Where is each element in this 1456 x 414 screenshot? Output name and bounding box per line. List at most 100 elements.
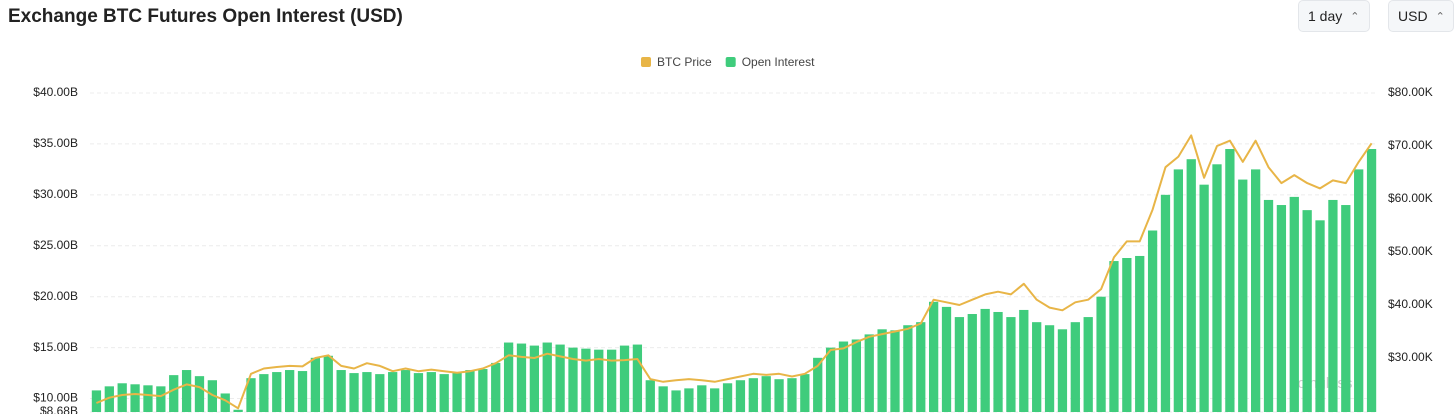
bar bbox=[684, 388, 694, 412]
bar bbox=[1328, 199, 1338, 412]
bar bbox=[993, 311, 1003, 412]
y-tick-label: $40.00B bbox=[33, 85, 78, 99]
y2-tick-label: $40.00K bbox=[1388, 297, 1433, 311]
bar bbox=[735, 380, 746, 412]
bar bbox=[323, 355, 333, 412]
y2-tick-label: $70.00K bbox=[1388, 138, 1433, 152]
bar bbox=[1019, 309, 1029, 412]
bar bbox=[929, 301, 939, 412]
bar bbox=[1263, 199, 1274, 412]
bar bbox=[748, 378, 758, 412]
bar bbox=[310, 357, 321, 412]
bar bbox=[143, 385, 153, 412]
bar bbox=[285, 370, 295, 412]
bar bbox=[91, 390, 102, 412]
bar bbox=[555, 344, 565, 412]
bar bbox=[903, 325, 913, 412]
bar bbox=[813, 357, 823, 412]
bar bbox=[375, 374, 385, 412]
bar bbox=[503, 342, 514, 412]
bar bbox=[181, 370, 192, 412]
bar bbox=[838, 341, 849, 412]
bar bbox=[581, 348, 591, 412]
bar bbox=[980, 308, 990, 412]
bar bbox=[259, 374, 269, 412]
bar bbox=[194, 376, 205, 412]
bar bbox=[426, 372, 436, 412]
bar bbox=[1199, 184, 1209, 412]
bar bbox=[607, 349, 617, 412]
bar bbox=[1354, 169, 1364, 412]
bar bbox=[1044, 325, 1055, 412]
bar bbox=[104, 386, 114, 412]
bar bbox=[1212, 164, 1222, 412]
bar bbox=[941, 306, 952, 412]
bar bbox=[825, 347, 836, 412]
bar bbox=[1160, 194, 1171, 412]
bar bbox=[671, 390, 681, 412]
bar bbox=[774, 379, 784, 412]
y-tick-label: $25.00B bbox=[33, 238, 78, 252]
bar bbox=[1070, 322, 1080, 412]
currency-label: USD bbox=[1398, 8, 1428, 24]
bar bbox=[516, 343, 527, 412]
bar bbox=[619, 345, 630, 412]
bar bbox=[207, 380, 217, 412]
bar bbox=[1186, 159, 1196, 412]
bar bbox=[1096, 296, 1106, 412]
interval-select[interactable]: 1 day ⌃ bbox=[1298, 0, 1370, 32]
bar bbox=[645, 380, 655, 412]
bar bbox=[388, 372, 398, 412]
bar bbox=[710, 388, 720, 412]
price-line bbox=[96, 134, 1373, 410]
legend-swatch bbox=[641, 57, 651, 67]
y2-tick-label: $50.00K bbox=[1388, 244, 1433, 258]
y2-tick-label: $60.00K bbox=[1388, 191, 1433, 205]
legend-label: Open Interest bbox=[742, 55, 815, 69]
y2-tick-label: $30.00K bbox=[1388, 350, 1433, 364]
bar bbox=[452, 372, 462, 412]
bar bbox=[246, 378, 256, 412]
bar bbox=[272, 372, 282, 412]
bar bbox=[1251, 169, 1261, 412]
bar bbox=[787, 378, 797, 412]
bar bbox=[1341, 205, 1351, 412]
bar bbox=[220, 393, 230, 412]
bar bbox=[491, 362, 501, 412]
bar bbox=[1225, 149, 1235, 412]
y-tick-label: $10.00B bbox=[33, 391, 78, 405]
currency-select[interactable]: USD ⌃ bbox=[1388, 0, 1454, 32]
bar bbox=[890, 330, 900, 412]
bar bbox=[967, 314, 977, 412]
bar bbox=[169, 375, 179, 412]
bar bbox=[761, 376, 771, 412]
bar bbox=[542, 342, 552, 412]
bar bbox=[362, 372, 372, 412]
bar bbox=[413, 373, 424, 412]
bar bbox=[1302, 210, 1312, 412]
bar bbox=[722, 383, 733, 412]
bar bbox=[877, 329, 887, 412]
legend-label: BTC Price bbox=[657, 55, 712, 69]
grid bbox=[90, 92, 1378, 413]
bar bbox=[233, 409, 243, 412]
bar bbox=[568, 347, 578, 412]
bar bbox=[336, 370, 346, 412]
bar bbox=[465, 370, 475, 412]
bar bbox=[954, 317, 965, 412]
bar bbox=[439, 374, 449, 412]
interval-label: 1 day bbox=[1308, 8, 1343, 24]
y2-tick-label: $80.00K bbox=[1388, 85, 1433, 99]
bar bbox=[1122, 258, 1132, 412]
bar bbox=[658, 386, 668, 412]
bar bbox=[1366, 149, 1377, 412]
y-tick-label: $30.00B bbox=[33, 187, 78, 201]
bar bbox=[800, 374, 810, 412]
chart-title: Exchange BTC Futures Open Interest (USD) bbox=[8, 6, 403, 27]
bar bbox=[697, 385, 707, 412]
bar bbox=[1173, 169, 1183, 412]
bar bbox=[864, 334, 874, 412]
bar bbox=[1083, 317, 1093, 412]
